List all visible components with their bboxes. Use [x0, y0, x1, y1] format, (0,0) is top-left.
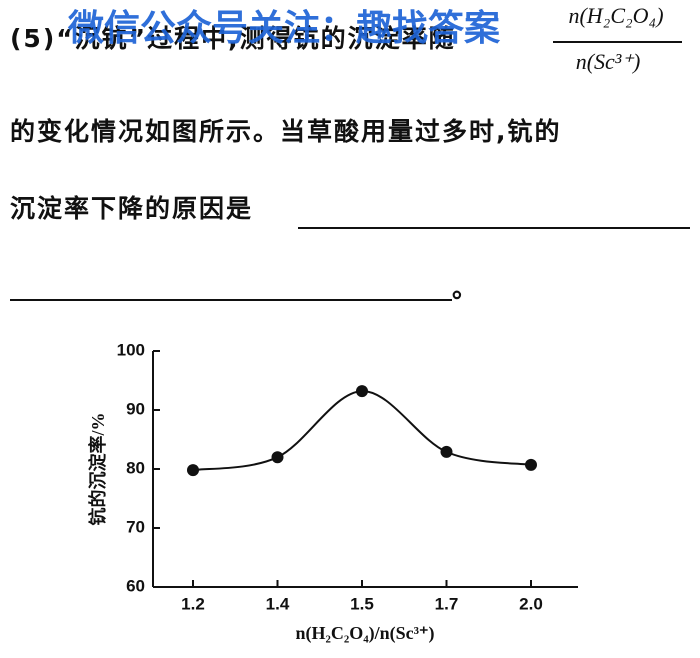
question-line: 。	[452, 274, 479, 303]
y-tick-label: 70	[126, 517, 145, 536]
data-point	[525, 458, 537, 471]
data-line	[192, 390, 532, 472]
x-tick-label: 1.4	[266, 594, 290, 613]
x-tick-label: 1.7	[435, 594, 459, 613]
y-tick-label: 100	[117, 340, 145, 359]
x-tick-label: 1.2	[181, 594, 205, 613]
question-line: 沉淀率下降的原因是	[10, 194, 253, 223]
y-axis-title: 钪的沉淀率/%	[87, 412, 108, 525]
fraction-denominator: n(Sc³⁺)	[576, 49, 641, 74]
y-tick-label: 90	[126, 399, 145, 418]
data-point	[271, 451, 284, 464]
chart: 60 70 80 90 100 1.2 1.4 1.5 1.7 2.0 n(H₂C₂O₄)/n(Sc…	[87, 340, 578, 644]
x-tick-label: 2.0	[519, 594, 543, 613]
question-line: (5)“沉钪”过程中,测得钪的沉淀率随	[10, 24, 456, 53]
x-tick-label: 1.5	[350, 594, 374, 613]
data-point	[440, 445, 453, 458]
x-axis-title: n(H₂C₂O₄)/n(Sc³⁺)	[295, 623, 434, 644]
y-tick-label: 80	[126, 458, 145, 477]
watermark: 微信公众号关注：趣找答案	[67, 8, 501, 49]
fraction-numerator: n(H₂C₂O₄)	[568, 3, 663, 28]
y-tick-label: 60	[126, 576, 145, 595]
question-line: 的变化情况如图所示。当草酸用量过多时,钪的	[10, 117, 562, 146]
data-point	[187, 464, 199, 477]
data-point	[356, 385, 368, 398]
